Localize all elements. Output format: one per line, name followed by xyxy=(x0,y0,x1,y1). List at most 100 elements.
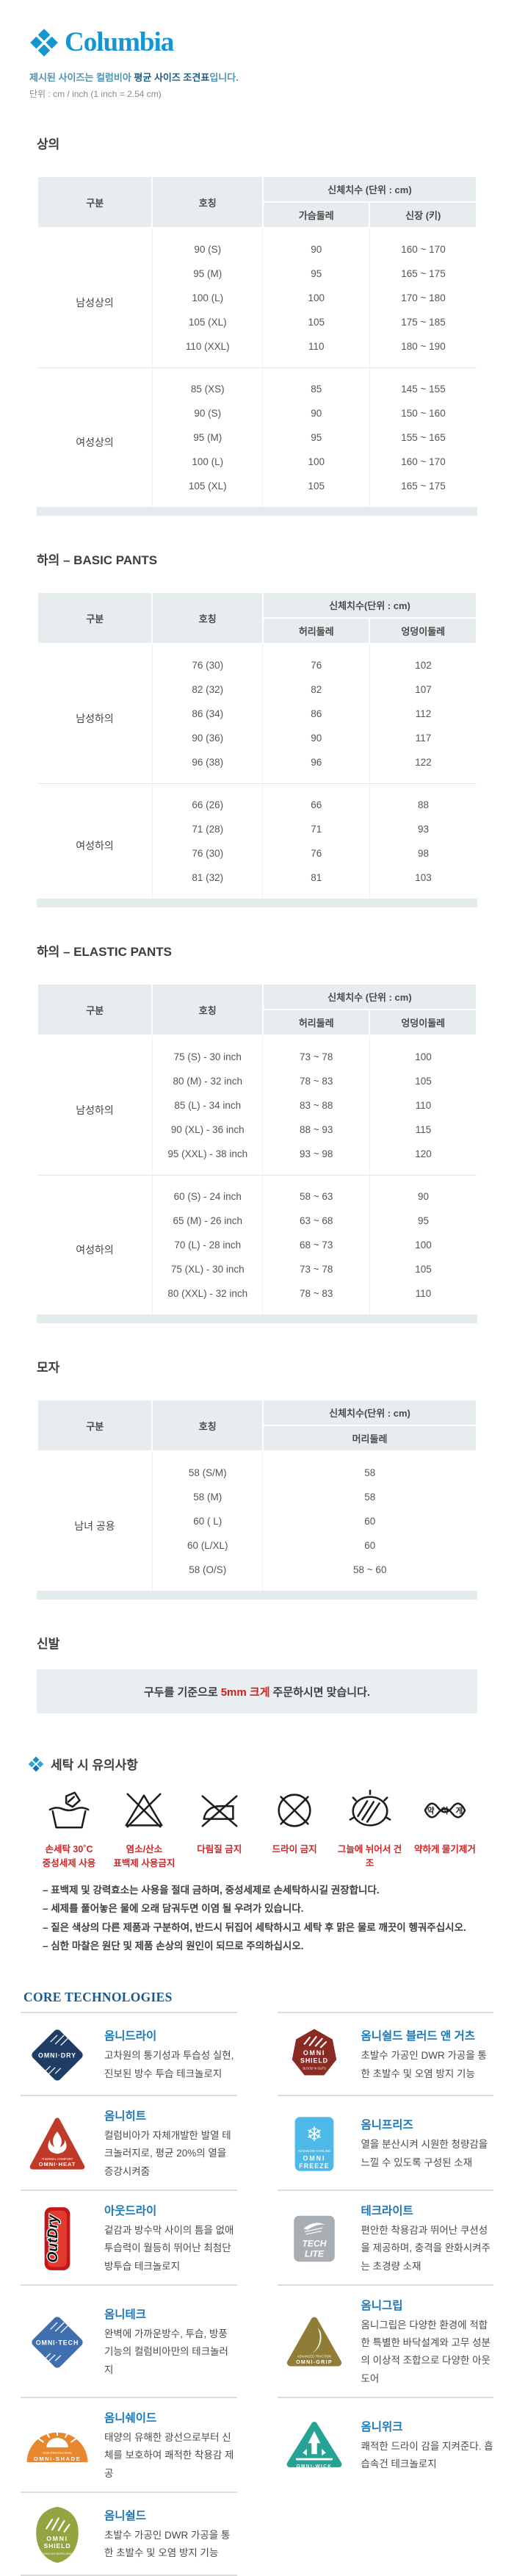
size-table: 구분 호칭 신체치수(단위 : cm) 머리둘레 남녀 공용 58 (S/M) 58 58 (… xyxy=(36,1399,478,1591)
tech-text: 옴니쉐이드 태양의 유해한 광선으로부터 신체를 보호하여 쾌적한 착용감 제공 xyxy=(104,2409,237,2483)
columbia-gem-icon xyxy=(30,28,58,57)
table-row: 남성하의 76 (30) 76 102 xyxy=(37,644,477,724)
tech-item: ❄ ADVANCED COOLING OMNI FREEZE 옴니프리즈 열을 분산… xyxy=(277,2095,494,2190)
svg-text:BLOOD 'N GUTS: BLOOD 'N GUTS xyxy=(303,2067,326,2070)
table-cell: 80 (M) - 32 inch xyxy=(151,1069,263,1093)
section-title-basic-pants: 하의 – BASIC PANTS xyxy=(37,553,158,567)
table-row: 76 (30) 76 98 xyxy=(37,841,477,866)
table-cell: 78 ~ 83 xyxy=(262,1069,370,1093)
table-cell: 60 xyxy=(262,1509,477,1533)
table-row: 96 (38) 96 122 xyxy=(37,750,477,784)
table-cell: 160 ~ 170 xyxy=(369,228,477,262)
table-header: 구분 호칭 신체치수(단위 : cm) 머리둘레 xyxy=(36,1399,478,1452)
table-cell: 58 (S/M) xyxy=(151,1451,263,1485)
table-cell: 90 (36) xyxy=(151,726,263,750)
table-cell: 75 (S) - 30 inch xyxy=(151,1035,263,1069)
laundry-item: 손세탁 30˚C 중성세제 사용 xyxy=(34,1788,104,1871)
tech-text: 옴니위크 쾌적한 드라이 감을 지켜준다. 흡습속건 테크놀로지 xyxy=(361,2418,494,2474)
tech-item: OMNI-WICK 옴니위크 쾌적한 드라이 감을 지켜준다. 흡습속건 테크놀로지 xyxy=(277,2397,494,2492)
laundry-section-title: 세탁 시 유의사항 xyxy=(28,1755,514,1773)
no-iron-icon xyxy=(197,1795,242,1836)
table-cell: 93 xyxy=(369,817,477,841)
section-title-tops: 상의 xyxy=(37,137,60,151)
table-row: 58 (O/S) 58 ~ 60 xyxy=(37,1558,477,1591)
col-header-category: 구분 xyxy=(36,1399,153,1452)
tech-title: 옴니쉴드 블러드 앤 거츠 xyxy=(361,2030,476,2043)
table-cell: 105 (XL) xyxy=(151,474,263,507)
group-label: 남성상의 xyxy=(76,296,114,309)
table-cell: 58 (O/S) xyxy=(151,1558,263,1591)
table-cell: 76 xyxy=(262,644,370,677)
tech-title: 옴니프리즈 xyxy=(361,2119,413,2132)
laundry-item: 약 하 게 약하게 물기제거 xyxy=(410,1788,480,1871)
table-cell: 88 ~ 93 xyxy=(262,1118,370,1142)
laundry-note: – 심한 마찰은 원단 및 제품 손상의 원인이 되므로 주의하십시오. xyxy=(43,1940,304,1952)
table-row: 여성하의 66 (26) 66 88 xyxy=(37,783,477,899)
table-cell: 160 ~ 170 xyxy=(369,450,477,474)
table-row: 65 (M) - 26 inch 63 ~ 68 95 xyxy=(37,1209,477,1233)
table-row: 남성하의 75 (S) - 30 inch 73 ~ 78 100 xyxy=(37,1035,477,1116)
col-subheader: 허리둘레 xyxy=(261,1009,371,1036)
omni-grip-logo-icon: ADVANCED TRACTION OMNI-GRIP xyxy=(278,2314,351,2371)
table-cell: 105 (XL) xyxy=(151,310,263,334)
svg-text:OMNI-WICK: OMNI-WICK xyxy=(296,2464,332,2469)
table-row: 82 (32) 82 107 xyxy=(37,677,477,702)
shoes-notice-highlight: 5mm 크게 xyxy=(220,1685,270,1699)
gem-icon xyxy=(28,1756,44,1771)
table-cell: 170 ~ 180 xyxy=(369,286,477,310)
tech-item: OutDry 아웃드라이 겉감과 방수막 사이의 틈을 없애 투습력이 월등히 뛰어… xyxy=(21,2189,237,2284)
group-label: 여성하의 xyxy=(37,783,153,899)
tech-text: 옴니그립 옴니그립은 다양한 환경에 적합한 특별한 바닥설계와 고무 성분의 이… xyxy=(361,2297,494,2388)
tech-text: 옴니프리즈 열을 분산시켜 시원한 청량감을 느낄 수 있도록 구성된 소재 xyxy=(361,2116,494,2172)
svg-text:OMNI·TECH: OMNI·TECH xyxy=(36,2339,79,2347)
table-cell: 58 ~ 60 xyxy=(262,1558,477,1591)
table-cell: 115 xyxy=(369,1118,477,1142)
tech-title: 옴니위크 xyxy=(361,2421,403,2434)
col-header-measure: 신체치수(단위 : cm) xyxy=(261,591,478,619)
col-header-size: 호칭 xyxy=(151,591,264,644)
table-cell: 110 xyxy=(369,1093,477,1118)
svg-text:OMNI·DRY: OMNI·DRY xyxy=(38,2052,76,2059)
laundry-item: 염소/산소 표백제 사용금지 xyxy=(109,1788,179,1871)
omni-shade-logo-icon: SUN PROTECTION OMNI-SHADE xyxy=(21,2427,94,2465)
table-cell: 100 (L) xyxy=(151,450,263,474)
table-cell: 150 ~ 160 xyxy=(369,401,477,425)
table-row: 100 (L) 100 160 ~ 170 xyxy=(37,450,477,474)
size-table-basic-pants: 구분 호칭 신체치수(단위 : cm) 허리둘레 엉덩이둘레 남성하의 76 (30) 76 1… xyxy=(36,591,478,907)
table-row: 90 (S) 90 150 ~ 160 xyxy=(37,401,477,425)
table-cell: 93 ~ 98 xyxy=(262,1142,370,1176)
table-cell: 68 ~ 73 xyxy=(262,1233,370,1257)
table-cell: 60 (L/XL) xyxy=(151,1533,263,1558)
col-subheader: 머리둘레 xyxy=(261,1425,478,1452)
tech-text: 옴니쉴드 블러드 앤 거츠 초발수 가공인 DWR 가공을 통한 초발수 및 오염… xyxy=(361,2027,494,2083)
svg-text:ADVANCED TRACTION: ADVANCED TRACTION xyxy=(297,2354,330,2358)
size-table: 구분 호칭 신체치수 (단위 : cm) 가슴둘레 신장 (키) 남성상의 90 (S) 90… xyxy=(36,176,478,507)
tech-text: 아웃드라이 겉감과 방수막 사이의 틈을 없애 투습력이 월등히 뛰어난 최첨단 … xyxy=(104,2202,237,2275)
table-row: 95 (M) 95 165 ~ 175 xyxy=(37,262,477,286)
group-label: 여성하의 xyxy=(37,1175,153,1314)
tech-item: TECH LITE 테크라이트 편안한 착용감과 뛰어난 쿠션성을 제공하며, 충격… xyxy=(277,2189,493,2284)
laundry-item-label: 손세탁 30˚C 중성세제 사용 xyxy=(42,1844,96,1868)
brand-header: Columbia xyxy=(29,26,514,58)
laundry-item-label: 드라이 금지 xyxy=(272,1844,317,1854)
table-cell: 90 (S) xyxy=(151,228,263,262)
shoes-notice-post: 주문하시면 맞습니다. xyxy=(272,1685,371,1699)
group-label: 남녀 공용 xyxy=(74,1519,115,1532)
table-row: 90 (XL) - 36 inch 88 ~ 93 115 xyxy=(37,1118,477,1142)
table-cell: 71 (28) xyxy=(151,817,263,841)
table-cell: 96 xyxy=(262,750,370,784)
shoes-notice: 구두를 기준으로 5mm 크게 주문하시면 맞습니다. xyxy=(37,1669,477,1713)
tech-desc: 옴니그립은 다양한 환경에 적합한 특별한 바닥설계와 고무 성분의 이상적 조… xyxy=(361,2319,491,2384)
table-row: 60 (L/XL) 60 xyxy=(37,1533,477,1558)
tech-title: 옴니드라이 xyxy=(104,2030,157,2043)
table-cell: 120 xyxy=(369,1142,477,1176)
col-header-size: 호칭 xyxy=(151,983,264,1036)
svg-text:OutDry: OutDry xyxy=(46,2214,61,2262)
col-header-measure: 신체치수(단위 : cm) xyxy=(261,1399,478,1426)
laundry-item: 다림질 금지 xyxy=(184,1788,255,1871)
table-cell: 85 (L) - 34 inch xyxy=(151,1093,263,1118)
group-label: 여성상의 xyxy=(37,367,153,507)
table-row: 60 ( L) 60 xyxy=(37,1509,477,1533)
group-label: 남성하의 xyxy=(76,712,114,724)
